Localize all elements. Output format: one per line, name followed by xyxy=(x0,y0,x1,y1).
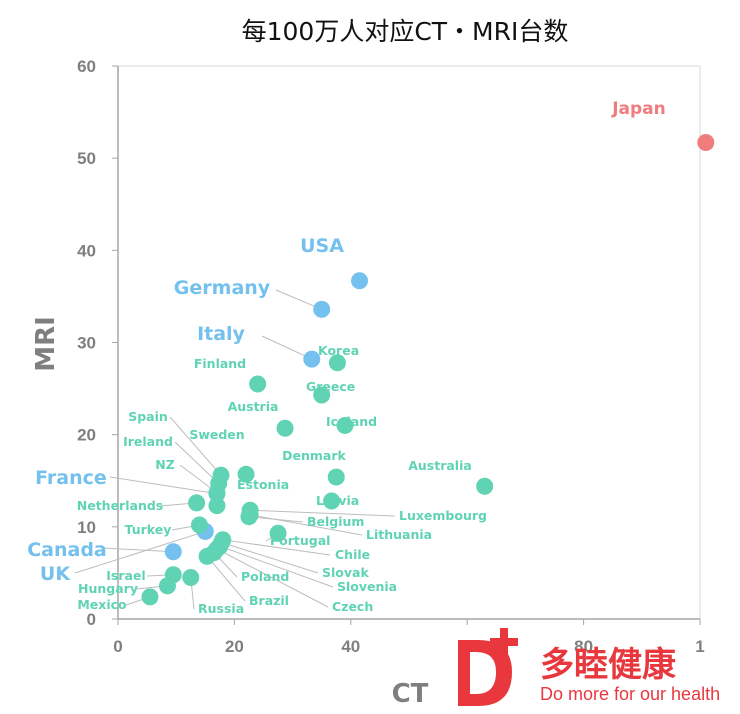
x-tick-label: 0 xyxy=(113,637,122,656)
point-austria xyxy=(276,419,294,437)
point-label-slovak: Slovak xyxy=(322,565,369,580)
y-tick-label: 20 xyxy=(77,426,96,445)
point-label-australia: Australia xyxy=(408,458,472,473)
point-label-finland: Finland xyxy=(194,356,246,371)
point-label-nz: NZ xyxy=(155,457,175,472)
point-italy xyxy=(303,350,321,368)
point-label-ireland: Ireland xyxy=(123,434,173,449)
leader-line-france xyxy=(109,476,218,495)
y-tick-label: 60 xyxy=(77,57,96,76)
point-label-usa: USA xyxy=(300,235,344,257)
point-label-germany: Germany xyxy=(174,277,271,299)
point-label-iceland: Iceland xyxy=(326,414,377,429)
point-label-denmark: Denmark xyxy=(282,448,346,463)
point-mexico xyxy=(141,588,159,606)
point-label-uk: UK xyxy=(40,563,71,585)
point-label-hungary: Hungary xyxy=(78,581,138,596)
point-label-chile: Chile xyxy=(335,547,370,562)
point-canada xyxy=(164,543,182,561)
point-label-czech: Czech xyxy=(332,599,373,614)
y-tick-label: 40 xyxy=(77,241,96,260)
point-label-greece: Greece xyxy=(306,379,355,394)
brand-slogan: Do more for our health xyxy=(540,684,720,704)
point-greece xyxy=(313,386,331,404)
point-label-portugal: Portugal xyxy=(270,533,330,548)
point-label-turkey: Turkey xyxy=(125,522,172,537)
point-label-luxembourg: Luxembourg xyxy=(399,508,487,523)
y-tick-label: 0 xyxy=(87,610,96,629)
x-tick-label: 1 xyxy=(695,637,704,656)
y-tick-label: 10 xyxy=(77,518,96,537)
point-label-spain: Spain xyxy=(128,409,168,424)
point-label-netherlands: Netherlands xyxy=(77,498,163,513)
brand-watermark: 多睦健康 Do more for our health xyxy=(458,628,720,706)
leader-line-uk xyxy=(74,530,206,574)
leader-line-ireland xyxy=(174,441,220,484)
point-brazil xyxy=(198,547,216,565)
x-tick-label: 40 xyxy=(341,637,360,656)
point-sweden xyxy=(237,465,255,483)
point-label-mexico: Mexico xyxy=(77,597,127,612)
point-label-estonia: Estonia xyxy=(237,477,289,492)
point-denmark xyxy=(327,468,345,486)
point-label-france: France xyxy=(35,467,107,489)
leader-line-lithuania xyxy=(250,514,363,536)
point-russia xyxy=(182,569,200,587)
point-japan xyxy=(697,133,715,151)
point-usa xyxy=(351,272,369,290)
point-latvia xyxy=(323,492,341,510)
point-portugal xyxy=(269,524,287,542)
leader-line-spain xyxy=(169,416,222,476)
point-nz xyxy=(208,484,226,502)
point-label-brazil: Brazil xyxy=(249,593,289,608)
point-estonia xyxy=(208,497,226,515)
point-label-austria: Austria xyxy=(228,399,279,414)
y-tick-label: 50 xyxy=(77,149,96,168)
leader-line-slovak xyxy=(221,542,319,574)
point-label-korea: Korea xyxy=(318,343,359,358)
brand-logo-icon xyxy=(458,628,518,706)
plot-axes: 02040608010102030405060 xyxy=(77,57,705,656)
point-label-belgium: Belgium xyxy=(307,514,364,529)
leader-line-chile xyxy=(222,539,331,556)
point-germany xyxy=(313,300,331,318)
leader-line-italy xyxy=(261,335,313,360)
point-label-canada: Canada xyxy=(27,539,107,561)
leader-line-slovenia xyxy=(219,545,334,588)
leader-line-canada xyxy=(102,547,174,553)
point-finland xyxy=(249,375,267,393)
leader-line-czech xyxy=(216,548,329,608)
x-axis-label: CT xyxy=(392,679,429,709)
point-label-russia: Russia xyxy=(198,601,244,616)
point-label-lithuania: Lithuania xyxy=(366,527,432,542)
point-label-slovenia: Slovenia xyxy=(337,579,397,594)
data-points xyxy=(141,133,715,606)
point-label-italy: Italy xyxy=(197,323,245,345)
point-australia xyxy=(476,477,494,495)
point-korea xyxy=(328,354,346,372)
point-netherlands xyxy=(188,494,206,512)
point-hungary xyxy=(158,577,176,595)
leader-line-brazil xyxy=(206,556,246,602)
point-label-poland: Poland xyxy=(241,569,289,584)
point-label-japan: Japan xyxy=(611,99,666,119)
chart-title: 每100万人对应CT・MRI台数 xyxy=(242,17,569,46)
y-axis-label: MRI xyxy=(31,316,61,372)
y-tick-label: 30 xyxy=(77,334,96,353)
point-lithuania xyxy=(241,506,259,524)
point-label-sweden: Sweden xyxy=(189,427,244,442)
leader-line-luxembourg xyxy=(250,509,396,517)
brand-name: 多睦健康 xyxy=(540,645,676,685)
x-tick-label: 80 xyxy=(574,637,593,656)
point-turkey xyxy=(190,516,208,534)
point-iceland xyxy=(336,416,354,434)
x-tick-label: 20 xyxy=(225,637,244,656)
point-label-israel: Israel xyxy=(106,568,145,583)
point-label-latvia: Latvia xyxy=(316,493,359,508)
